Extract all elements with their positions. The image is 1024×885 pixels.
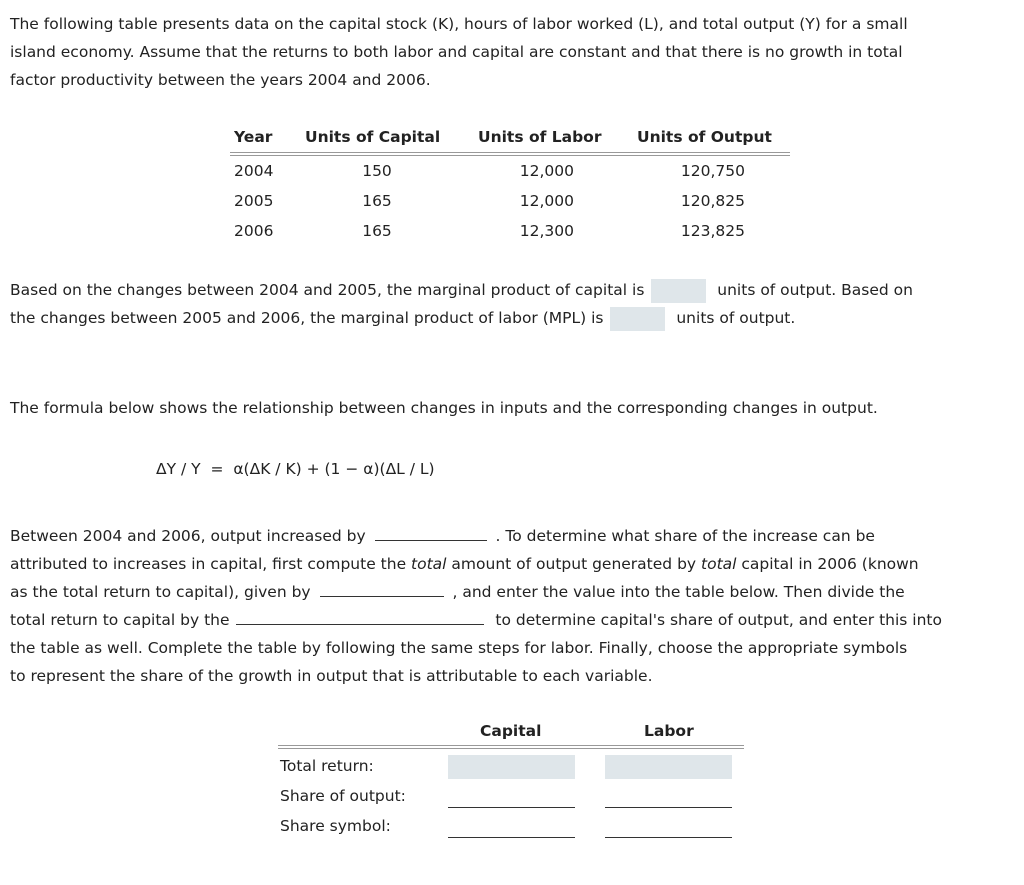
para-line: to represent the share of the growth in … [10,667,653,685]
para-italic: total [411,555,447,573]
para-text: , and enter the value into the table bel… [452,583,905,601]
table-cell: 12,300 [519,222,574,240]
mp-text: units of output. [676,309,796,327]
output-increase-dropdown[interactable] [374,522,487,541]
intro-line: island economy. Assume that the returns … [10,43,903,61]
table-cell: 12,000 [519,192,574,210]
mp-text: units of output. Based on [717,281,913,299]
header-rule [230,152,790,156]
capital-total-return-input[interactable] [448,755,575,779]
formula-eq: = [210,460,224,478]
total-return-dropdown[interactable] [319,578,444,597]
header-output: Units of Output [637,128,772,146]
row-label-share-symbol: Share symbol: [280,817,391,835]
para-text: to determine capital's share of output, … [495,611,942,629]
para-line: Between 2004 and 2006, output increased … [10,522,875,550]
labor-share-symbol-dropdown[interactable] [605,820,732,838]
formula-lhs: ΔY / Y [156,460,201,478]
table-cell: 165 [362,222,392,240]
table-cell: 2004 [234,162,274,180]
intro-line: factor productivity between the years 20… [10,71,431,89]
row-label-share-output: Share of output: [280,787,406,805]
para-line: attributed to increases in capital, firs… [10,550,919,578]
table-cell: 2006 [234,222,274,240]
divide-by-dropdown[interactable] [236,606,485,625]
para-text: capital in 2006 (known [736,555,919,573]
mpk-input[interactable] [651,278,707,303]
header-year: Year [234,128,273,146]
mp-line-2: the changes between 2005 and 2006, the m… [10,304,795,332]
mp-text: Based on the changes between 2004 and 20… [10,281,645,299]
table-cell: 165 [362,192,392,210]
table-cell: 150 [362,162,392,180]
table-cell: 120,825 [680,192,745,210]
para-text: total return to capital by the [10,611,230,629]
para-line: the table as well. Complete the table by… [10,639,908,657]
table-cell: 12,000 [519,162,574,180]
para-text: amount of output generated by [446,555,702,573]
intro-line: The following table presents data on the… [10,15,908,33]
formula-rhs: α(ΔK / K) + (1 − α)(ΔL / L) [233,460,435,478]
para-text: attributed to increases in capital, firs… [10,555,412,573]
para-text: as the total return to capital), given b… [10,583,311,601]
table-cell: 123,825 [680,222,745,240]
header-capital: Units of Capital [305,128,441,146]
para-text: Between 2004 and 2006, output increased … [10,527,366,545]
para-text: . To determine what share of the increas… [495,527,875,545]
para-italic: total [701,555,737,573]
formula-intro: The formula below shows the relationship… [10,399,878,417]
mpl-input[interactable] [610,306,666,331]
capital-share-symbol-dropdown[interactable] [448,820,575,838]
row-label-total-return: Total return: [280,757,374,775]
formula: ΔY / Y = α(ΔK / K) + (1 − α)(ΔL / L) [156,460,435,478]
header-labor: Labor [644,722,694,740]
para-line: as the total return to capital), given b… [10,578,905,606]
capital-share-output-dropdown[interactable] [448,790,575,808]
mp-text: the changes between 2005 and 2006, the m… [10,309,604,327]
table-cell: 120,750 [680,162,745,180]
labor-share-output-dropdown[interactable] [605,790,732,808]
mp-line-1: Based on the changes between 2004 and 20… [10,276,913,304]
labor-total-return-input[interactable] [605,755,732,779]
header-labor: Units of Labor [478,128,602,146]
header-rule [278,745,744,749]
table-cell: 2005 [234,192,274,210]
para-line: total return to capital by the to determ… [10,606,942,634]
header-capital: Capital [480,722,542,740]
